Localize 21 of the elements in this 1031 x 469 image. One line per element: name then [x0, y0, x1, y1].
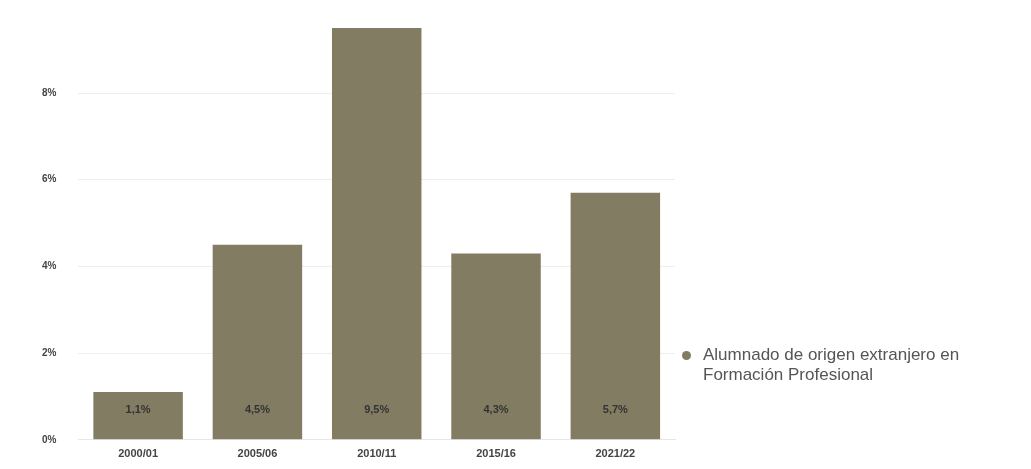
x-tick-label: 2015/16 — [476, 447, 516, 460]
bar — [93, 392, 183, 440]
x-tick-label: 2021/22 — [595, 447, 636, 460]
y-tick-label: 2% — [42, 346, 57, 358]
bar — [212, 244, 303, 440]
data-label: 4,5% — [244, 402, 271, 415]
bar — [331, 28, 422, 440]
data-label: 4,3% — [483, 402, 509, 415]
bar — [570, 192, 661, 440]
legend-label: Alumnado de origen extranjero en Formación Profesional — [703, 345, 961, 385]
y-tick-label: 6% — [42, 173, 57, 185]
data-label: 5,7% — [602, 402, 629, 415]
x-tick-label: 2005/06 — [237, 447, 278, 460]
data-label: 1,1% — [125, 402, 151, 415]
x-tick-label: 2010/11 — [357, 447, 397, 460]
y-tick-label: 0% — [42, 433, 57, 445]
y-tick-label: 4% — [42, 260, 57, 272]
y-tick-label: 8% — [42, 86, 57, 98]
data-label: 9,5% — [364, 402, 390, 415]
x-tick-label: 2000/01 — [118, 447, 158, 460]
bar — [451, 253, 541, 440]
